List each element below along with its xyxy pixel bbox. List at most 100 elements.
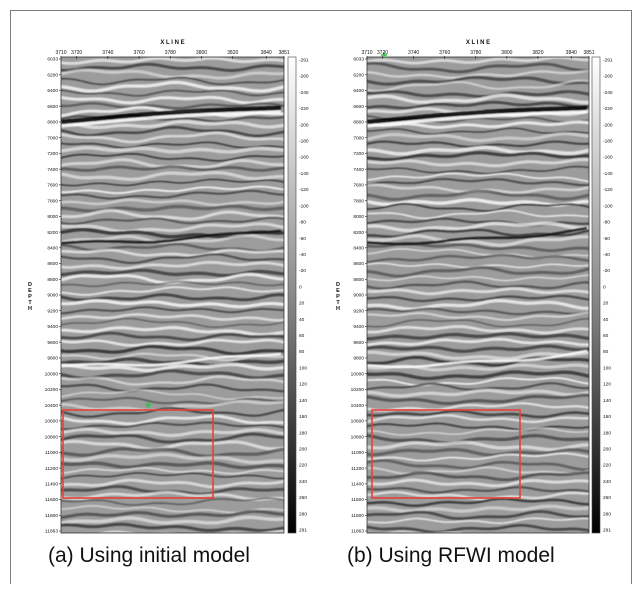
colorbar-tick: 80 <box>603 349 609 355</box>
xline-tick: 3740 <box>102 50 113 56</box>
depth-tick: 6200 <box>353 72 364 78</box>
xline-tick: 3780 <box>470 50 481 56</box>
depth-tick: 11863 <box>351 529 364 535</box>
xline-tick: 3710 <box>55 50 66 56</box>
depth-tick: 10600 <box>351 419 365 425</box>
colorbar-tick: 40 <box>603 317 609 323</box>
colorbar-tick: -140 <box>299 171 309 177</box>
depth-tick: 9800 <box>47 356 58 362</box>
depth-tick: 7000 <box>47 135 58 141</box>
colorbar-tick: 180 <box>299 430 307 436</box>
colorbar-tick: 40 <box>299 317 305 323</box>
colorbar-tick: 260 <box>603 495 611 501</box>
depth-tick: 9400 <box>353 324 364 330</box>
colorbar-tick: -260 <box>299 74 309 80</box>
depth-tick: 6600 <box>47 104 58 110</box>
depth-tick: 9600 <box>47 340 58 346</box>
colorbar-tick: 220 <box>299 463 307 469</box>
xline-tick: 3851 <box>278 50 289 56</box>
depth-tick: 8800 <box>353 277 364 283</box>
depth-tick: 11400 <box>45 482 58 488</box>
xline-tick: 3780 <box>165 50 176 56</box>
xline-tick: 3800 <box>501 50 512 56</box>
depth-tick: 7200 <box>47 151 58 157</box>
depth-tick: 11000 <box>45 450 58 456</box>
depth-tick: 8600 <box>47 261 58 267</box>
highlight-box <box>371 409 521 499</box>
xline-tick: 3740 <box>408 50 419 56</box>
highlight-box <box>62 409 214 499</box>
colorbar-tick: -220 <box>603 106 613 112</box>
depth-tick: 9200 <box>47 308 58 314</box>
colorbar-tick: 80 <box>299 349 305 355</box>
colorbar-tick: -80 <box>299 220 306 226</box>
colorbar-tick: 100 <box>603 365 611 371</box>
depth-tick: 10000 <box>45 371 59 377</box>
colorbar-tick: -120 <box>299 187 309 193</box>
depth-tick: 8200 <box>353 230 364 236</box>
xline-tick: 3820 <box>227 50 238 56</box>
depth-tick: 7800 <box>47 198 58 204</box>
colorbar-tick: -40 <box>603 252 610 258</box>
colorbar <box>591 56 601 534</box>
depth-tick: 6600 <box>353 104 364 110</box>
colorbar-tick: -100 <box>603 203 613 209</box>
colorbar-tick: 100 <box>299 365 307 371</box>
colorbar-tick: 0 <box>603 284 606 290</box>
depth-tick: 11200 <box>351 466 364 472</box>
depth-tick: 11200 <box>45 466 58 472</box>
colorbar-tick: -160 <box>603 155 613 161</box>
depth-tick: 8400 <box>353 246 364 252</box>
seismic-image-a <box>61 57 284 533</box>
colorbar-tick: -260 <box>603 74 613 80</box>
colorbar-tick: 180 <box>603 430 611 436</box>
depth-tick: 9000 <box>353 293 364 299</box>
colorbar-tick: 240 <box>299 479 307 485</box>
colorbar-tick: 160 <box>603 414 611 420</box>
depth-tick: 6400 <box>47 88 58 94</box>
xline-title: X L I N E <box>160 40 184 46</box>
colorbar-tick: 120 <box>603 382 611 388</box>
colorbar-tick: -180 <box>603 139 613 145</box>
depth-tick: 10400 <box>351 403 365 409</box>
depth-tick: 9200 <box>353 308 364 314</box>
depth-tick: 11000 <box>351 450 364 456</box>
marker-icon <box>145 402 151 408</box>
xline-tick: 3851 <box>583 50 594 56</box>
depth-tick: 10000 <box>351 371 365 377</box>
colorbar-tick: -100 <box>299 203 309 209</box>
depth-tick: 6033 <box>353 57 364 63</box>
colorbar-tick: 160 <box>299 414 307 420</box>
depth-tick: 8400 <box>47 246 58 252</box>
colorbar <box>287 56 297 534</box>
depth-tick: 7400 <box>353 167 364 173</box>
colorbar-tick: 200 <box>603 446 611 452</box>
colorbar-tick: -200 <box>603 122 613 128</box>
colorbar-tick: -40 <box>299 252 306 258</box>
colorbar-tick: -20 <box>603 268 610 274</box>
colorbar-tick: 200 <box>299 446 307 452</box>
depth-tick: 9000 <box>47 293 58 299</box>
depth-tick: 6200 <box>47 72 58 78</box>
depth-tick: 10600 <box>45 419 59 425</box>
seismic-image-b <box>367 57 589 533</box>
depth-tick: 11600 <box>45 497 58 503</box>
xline-tick: 3760 <box>439 50 450 56</box>
colorbar-tick: 291 <box>299 528 307 534</box>
xline-title: X L I N E <box>466 40 490 46</box>
colorbar-tick: -200 <box>299 122 309 128</box>
depth-tick: 8000 <box>47 214 58 220</box>
depth-tick: 11800 <box>351 513 364 519</box>
depth-tick: 11400 <box>351 482 364 488</box>
colorbar-tick: -291 <box>603 58 613 64</box>
depth-tick: 8800 <box>47 277 58 283</box>
colorbar-tick: 140 <box>603 398 611 404</box>
depth-tick: 8600 <box>353 261 364 267</box>
depth-tick: 7600 <box>353 183 364 189</box>
xline-tick: 3710 <box>361 50 372 56</box>
depth-tick: 11800 <box>45 513 58 519</box>
colorbar-tick: 280 <box>603 511 611 517</box>
